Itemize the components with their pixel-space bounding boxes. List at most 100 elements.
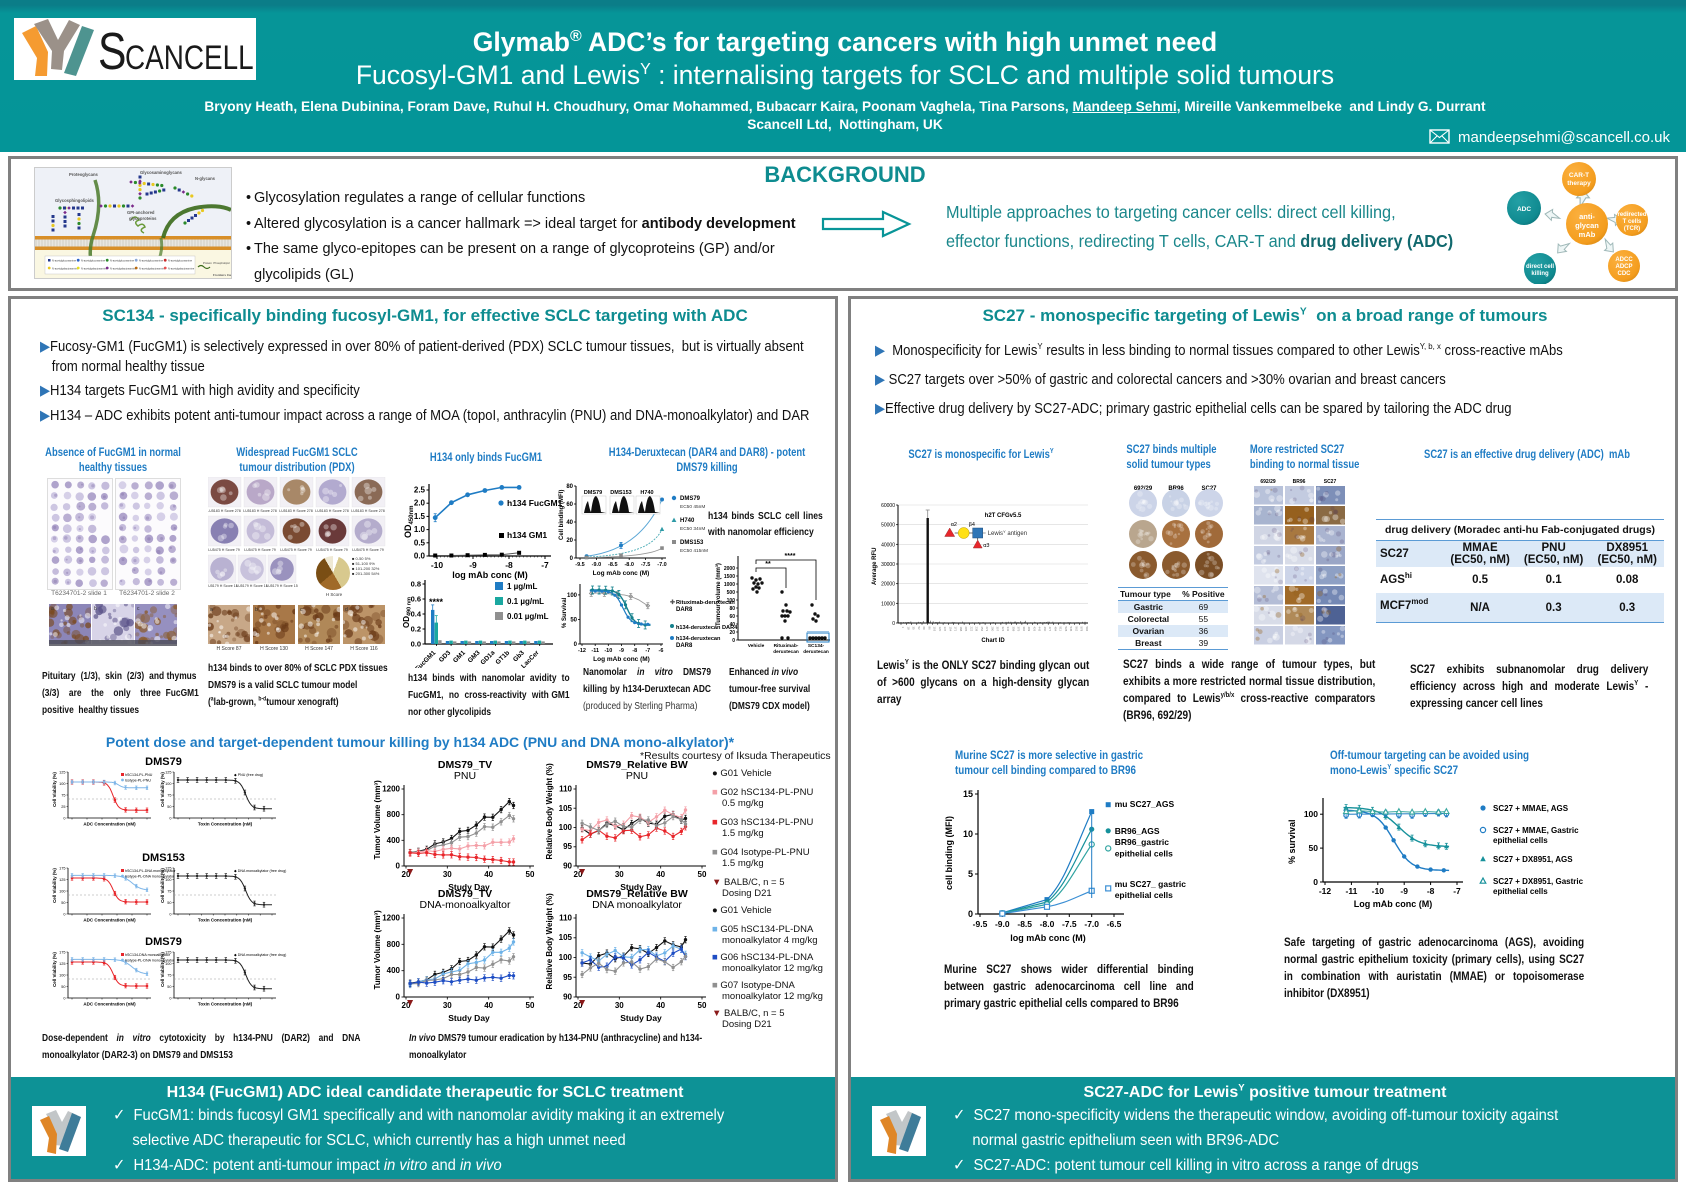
svg-text:h134-deruxtecan DAR4: h134-deruxtecan DAR4 bbox=[676, 625, 738, 631]
svg-text:Cell Viability (%): Cell Viability (%) bbox=[52, 952, 57, 987]
svg-text:✚: ✚ bbox=[670, 599, 675, 606]
svg-text:125: 125 bbox=[165, 951, 171, 955]
svg-text:75: 75 bbox=[61, 794, 65, 798]
svg-text:426: 426 bbox=[1032, 627, 1036, 632]
svg-text:2.0: 2.0 bbox=[414, 499, 426, 508]
svg-text:N-acetylgalactosamine: N-acetylgalactosamine bbox=[139, 267, 166, 271]
svg-text:0.5: 0.5 bbox=[414, 538, 426, 547]
svg-text:0.0: 0.0 bbox=[414, 552, 426, 561]
svg-text:2000: 2000 bbox=[724, 566, 735, 572]
svg-text:86: 86 bbox=[927, 627, 931, 631]
svg-text:DNA-monoalkyaltor: DNA-monoalkyaltor bbox=[419, 899, 511, 911]
svg-text:80: 80 bbox=[729, 606, 735, 612]
svg-text:800: 800 bbox=[387, 940, 401, 949]
svg-text:30: 30 bbox=[443, 870, 452, 879]
svg-text:2.5: 2.5 bbox=[414, 486, 426, 495]
svg-text:GT1b: GT1b bbox=[495, 649, 512, 666]
svg-text:LU5183 H Score 278: LU5183 H Score 278 bbox=[243, 509, 277, 513]
svg-text:358: 358 bbox=[1011, 627, 1015, 632]
svg-text:log mAb conc (M): log mAb conc (M) bbox=[452, 570, 528, 580]
svg-text:h2T CFGv5.5: h2T CFGv5.5 bbox=[985, 513, 1022, 519]
svg-text:50: 50 bbox=[698, 870, 707, 879]
svg-text:50: 50 bbox=[1309, 843, 1319, 853]
svg-text:1.5: 1.5 bbox=[414, 512, 426, 521]
svg-text:GD3: GD3 bbox=[438, 649, 453, 664]
svg-text:-7: -7 bbox=[1453, 886, 1461, 896]
svg-text:Cell Viability (%): Cell Viability (%) bbox=[160, 952, 165, 987]
svg-text:mu SC27_ gastric: mu SC27_ gastric bbox=[1115, 879, 1187, 889]
svg-text:a: a bbox=[210, 607, 213, 613]
svg-text:0.4: 0.4 bbox=[411, 610, 422, 619]
svg-text:100: 100 bbox=[165, 782, 171, 786]
svg-text:69: 69 bbox=[922, 627, 926, 631]
svg-text:100: 100 bbox=[59, 890, 65, 894]
svg-text:-6: -6 bbox=[659, 648, 664, 654]
svg-text:N-acetylglucosamine: N-acetylglucosamine bbox=[81, 259, 106, 263]
svg-text:SC27 + DX8951, Gastric: SC27 + DX8951, Gastric bbox=[1493, 877, 1583, 886]
svg-text:50: 50 bbox=[570, 618, 577, 624]
svg-text:LU5475 H Score 79: LU5475 H Score 79 bbox=[208, 548, 240, 552]
svg-text:Tumor Volume (mm³): Tumor Volume (mm³) bbox=[373, 780, 382, 860]
svg-text:DMS79_Relative BW: DMS79_Relative BW bbox=[586, 888, 688, 900]
svg-text:◆ DNA monoalkylator (free drug: ◆ DNA monoalkylator (free drug) bbox=[234, 869, 286, 873]
svg-text:0.8: 0.8 bbox=[411, 580, 421, 589]
svg-text:-7: -7 bbox=[645, 648, 650, 654]
svg-text:0: 0 bbox=[63, 817, 65, 821]
svg-text:BR96_gastric: BR96_gastric bbox=[1115, 837, 1170, 847]
svg-text:-10: -10 bbox=[1372, 886, 1385, 896]
svg-text:-9.0: -9.0 bbox=[995, 919, 1010, 929]
svg-text:DMS153: DMS153 bbox=[142, 852, 185, 864]
svg-text:-8: -8 bbox=[1427, 886, 1435, 896]
svg-text:105: 105 bbox=[559, 933, 573, 942]
svg-text:DMS79: DMS79 bbox=[680, 496, 701, 502]
svg-text:10: 10 bbox=[963, 829, 973, 839]
svg-text:BR96: BR96 bbox=[1168, 486, 1184, 492]
svg-text:deruxtecan: deruxtecan bbox=[803, 649, 829, 655]
svg-text:-9: -9 bbox=[469, 560, 477, 570]
svg-text:100: 100 bbox=[559, 953, 573, 962]
svg-text:110: 110 bbox=[559, 785, 572, 794]
svg-text:341: 341 bbox=[1006, 627, 1010, 632]
svg-text:-8: -8 bbox=[505, 560, 513, 570]
svg-text:100: 100 bbox=[567, 593, 578, 599]
svg-text:20: 20 bbox=[574, 1001, 583, 1010]
svg-text:20: 20 bbox=[566, 538, 573, 544]
svg-text:800: 800 bbox=[387, 810, 401, 819]
svg-text:100: 100 bbox=[1304, 809, 1318, 819]
svg-text:5: 5 bbox=[968, 869, 973, 879]
svg-text:LU5475 H Score 79: LU5475 H Score 79 bbox=[316, 548, 348, 552]
svg-text:Log mAb conc (M): Log mAb conc (M) bbox=[593, 656, 650, 663]
svg-text:Cell Viability (%): Cell Viability (%) bbox=[52, 868, 57, 903]
svg-text:10000: 10000 bbox=[881, 601, 895, 607]
svg-text:DMS79: DMS79 bbox=[584, 490, 602, 496]
svg-text:100: 100 bbox=[165, 962, 171, 966]
svg-text:DNA monoalkylator: DNA monoalkylator bbox=[592, 899, 682, 911]
svg-text:Frontiers Cancer: Frontiers Cancer bbox=[213, 273, 231, 277]
svg-text:35: 35 bbox=[912, 627, 916, 631]
svg-text:0: 0 bbox=[169, 913, 171, 917]
svg-text:375: 375 bbox=[1017, 627, 1021, 632]
svg-text:20: 20 bbox=[574, 870, 583, 879]
svg-text:-11: -11 bbox=[591, 648, 599, 654]
svg-text:LU5183 H Score 278: LU5183 H Score 278 bbox=[279, 509, 313, 513]
svg-text:DMS79_TV: DMS79_TV bbox=[438, 888, 492, 900]
svg-text:188: 188 bbox=[959, 627, 963, 632]
svg-text:0: 0 bbox=[1313, 877, 1318, 887]
svg-text:40: 40 bbox=[484, 870, 493, 879]
svg-text:205: 205 bbox=[964, 627, 968, 632]
svg-text:30: 30 bbox=[443, 1001, 452, 1010]
svg-text:1 µg/mL: 1 µg/mL bbox=[507, 582, 538, 591]
svg-text:1200: 1200 bbox=[382, 785, 400, 794]
svg-text:Study Day: Study Day bbox=[448, 882, 490, 892]
svg-text:1500: 1500 bbox=[724, 574, 735, 580]
svg-text:90: 90 bbox=[563, 993, 572, 1002]
svg-text:LU5475 H Score 79: LU5475 H Score 79 bbox=[280, 548, 312, 552]
svg-text:α2: α2 bbox=[951, 522, 957, 528]
svg-text:90: 90 bbox=[563, 862, 572, 871]
svg-text:h134 GM1: h134 GM1 bbox=[507, 530, 547, 540]
svg-text:H740: H740 bbox=[680, 518, 695, 524]
svg-text:N-acetylglucosamine: N-acetylglucosamine bbox=[168, 259, 193, 263]
svg-text:324: 324 bbox=[1001, 627, 1005, 632]
svg-text:-8.5: -8.5 bbox=[608, 562, 617, 568]
svg-text:◆ PNU (free drug): ◆ PNU (free drug) bbox=[234, 773, 263, 777]
